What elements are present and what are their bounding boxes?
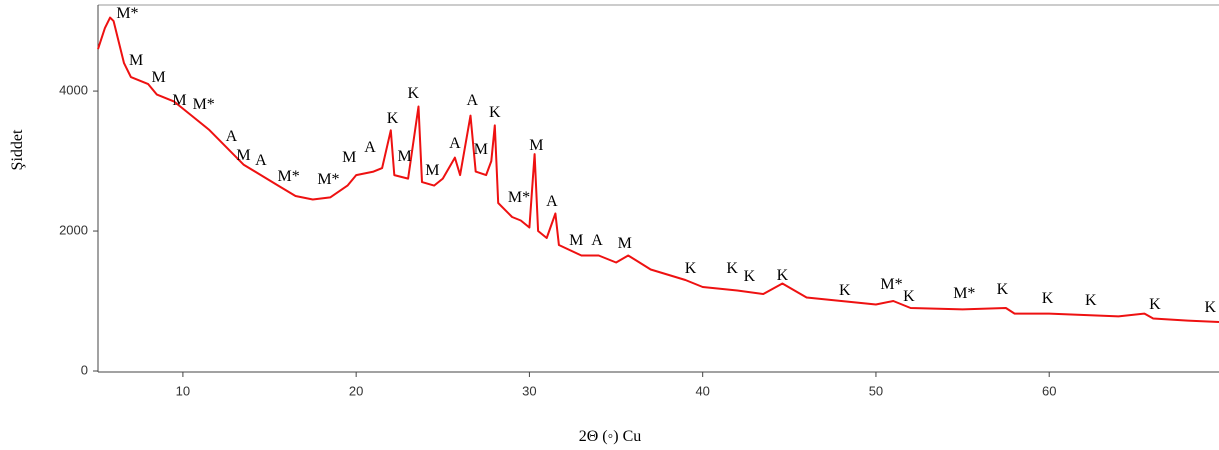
peak-label: K: [489, 104, 501, 121]
peak-label: K: [685, 260, 697, 277]
peak-label: K: [1085, 292, 1097, 309]
x-tick-label: 30: [522, 383, 536, 398]
peak-label: M: [529, 137, 543, 154]
peak-label: K: [1042, 290, 1054, 307]
peak-label: M: [152, 69, 166, 86]
y-axis-label: Şiddet: [9, 129, 26, 170]
peak-label: A: [226, 128, 238, 145]
x-tick-label: 60: [1042, 383, 1056, 398]
x-tick-label: 50: [869, 383, 883, 398]
peak-label: K: [1149, 296, 1161, 313]
peak-label: A: [449, 135, 461, 152]
peak-label: A: [466, 92, 478, 109]
peak-label: M*: [116, 5, 138, 22]
x-tick-label: 20: [349, 383, 363, 398]
peak-label: M: [425, 162, 439, 179]
peak-label: M*: [277, 168, 299, 185]
peak-label: M*: [953, 285, 975, 302]
intensity-line: [97, 16, 1219, 323]
peak-label: A: [364, 139, 376, 156]
peak-label: K: [1205, 299, 1217, 316]
peak-label: M: [172, 92, 186, 109]
peak-label: A: [546, 193, 558, 210]
peak-label: M*: [880, 276, 902, 293]
peak-label: K: [997, 281, 1009, 298]
peak-label: K: [387, 110, 399, 127]
y-tick-label: 4000: [59, 83, 88, 98]
peak-label: A: [591, 232, 603, 249]
x-tick-label: 10: [176, 383, 190, 398]
peak-label: K: [408, 85, 420, 102]
y-tick-label: 2000: [59, 222, 88, 237]
peak-label: K: [903, 288, 915, 305]
peak-label: M*: [317, 171, 339, 188]
peak-label: M: [569, 232, 583, 249]
peak-label: M: [342, 149, 356, 166]
peak-label: A: [255, 152, 267, 169]
peak-label: M: [474, 141, 488, 158]
x-tick-label: 40: [695, 383, 709, 398]
peak-label: K: [777, 267, 789, 284]
peak-label: M*: [508, 189, 530, 206]
x-axis-label: 2Θ (◦) Cu: [579, 428, 642, 445]
peak-label: M: [618, 235, 632, 252]
peak-label: M*: [193, 96, 215, 113]
peak-label: M: [398, 148, 412, 165]
peak-label: M: [236, 147, 250, 164]
y-tick-label: 0: [81, 362, 88, 377]
peak-label: M: [129, 52, 143, 69]
peak-label: K: [839, 282, 851, 299]
peak-label: K: [744, 268, 756, 285]
peak-label: K: [726, 260, 738, 277]
